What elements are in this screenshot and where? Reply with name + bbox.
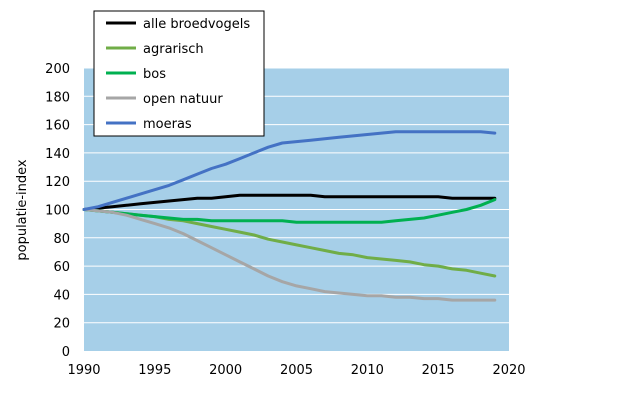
- series-line-3: [82, 208, 497, 302]
- x-tick-label: 2010: [351, 363, 384, 378]
- x-tick-label: 1995: [138, 363, 171, 378]
- y-tick-label: 0: [62, 345, 70, 360]
- y-tick-labels: 0 20 40 60 80 100 120 140 160 180 200: [45, 62, 70, 360]
- series-lines: [82, 130, 497, 302]
- legend-label: agrarisch: [143, 42, 204, 57]
- y-tick-label: 160: [45, 119, 70, 134]
- y-tick-label: 180: [45, 90, 70, 105]
- legend-label: alle broedvogels: [143, 17, 250, 32]
- x-tick-label: 2000: [209, 363, 242, 378]
- legend: alle broedvogels agrarisch bos open natuur m…: [93, 10, 265, 137]
- y-tick-label: 40: [53, 288, 70, 303]
- y-tick-label: 80: [53, 232, 70, 247]
- y-tick-label: 140: [45, 147, 70, 162]
- series-line-4: [82, 130, 497, 211]
- series-line-0: [82, 193, 497, 211]
- y-tick-label: 60: [53, 260, 70, 275]
- y-axis-label: populatie-index: [15, 159, 30, 261]
- legend-label: moeras: [143, 117, 192, 132]
- x-tick-labels: 1990 1995 2000 2005 2010 2015 2020: [67, 363, 525, 378]
- x-tick-label: 2020: [492, 363, 525, 378]
- y-tick-label: 100: [45, 204, 70, 219]
- legend-label: open natuur: [143, 92, 223, 107]
- x-tick-label: 1990: [67, 363, 100, 378]
- y-tick-label: 20: [53, 317, 70, 332]
- legend-box: [93, 10, 265, 137]
- x-tick-label: 2015: [422, 363, 455, 378]
- legend-label: bos: [143, 67, 166, 82]
- x-tick-label: 2005: [280, 363, 313, 378]
- series-line-2: [82, 198, 497, 224]
- y-tick-label: 120: [45, 175, 70, 190]
- y-tick-label: 200: [45, 62, 70, 77]
